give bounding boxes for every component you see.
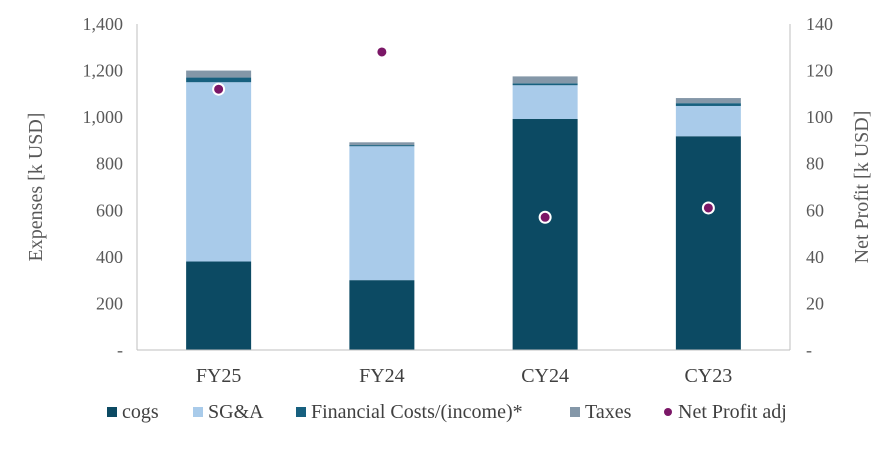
bars	[186, 70, 741, 351]
y2-tick-label: 100	[806, 107, 833, 127]
y2-tick-label: 40	[806, 247, 824, 267]
legend-label: Taxes	[585, 401, 632, 423]
legend-marker	[570, 407, 580, 417]
bar-segment	[349, 145, 415, 147]
y-tick-label: 1,000	[83, 107, 124, 127]
y-tick-label: 600	[96, 200, 123, 220]
legend-label: Net Profit adj	[678, 401, 787, 423]
category-labels: FY25 FY24 CY24 CY23	[196, 365, 732, 387]
legend-marker	[193, 407, 203, 417]
legend-marker	[296, 407, 306, 417]
legend-label: Financial Costs/(income)*	[311, 401, 523, 423]
bar-segment	[512, 85, 578, 120]
y2-tick-label: 120	[806, 61, 833, 81]
net-profit-point	[701, 201, 715, 215]
x-tick-label: FY25	[196, 365, 242, 387]
y-tick-label: 1,400	[83, 14, 124, 34]
y2-axis-title: Net Profit [k USD]	[851, 111, 873, 264]
bar-segment	[512, 83, 578, 86]
bar-segment	[186, 261, 252, 350]
y2-tick-label: -	[806, 340, 812, 360]
legend-marker	[664, 408, 672, 416]
y2-tick-label: 60	[806, 200, 824, 220]
bar-segment	[675, 103, 741, 106]
net-profit-point	[538, 210, 552, 224]
y-tick-label: 800	[96, 154, 123, 174]
legend-label: SG&A	[208, 401, 264, 423]
legend-marker	[107, 407, 117, 417]
x-tick-label: CY23	[684, 365, 732, 387]
net-profit-point	[375, 45, 389, 59]
bar-segment	[186, 82, 252, 262]
net-profit-point	[212, 82, 226, 96]
y-axis-ticks: - 200 400 600 800 1,000 1,200 1,400	[83, 14, 124, 360]
bar-segment	[512, 76, 578, 84]
bar-segment	[675, 136, 741, 350]
y-tick-label: -	[117, 340, 123, 360]
bar-segment	[349, 142, 415, 146]
y-tick-label: 1,200	[83, 61, 124, 81]
y-tick-label: 200	[96, 293, 123, 313]
y2-tick-label: 140	[806, 14, 833, 34]
bar-segment	[349, 280, 415, 350]
y2-axis-ticks: - 20 40 60 80 100 120 140	[806, 14, 833, 360]
y2-tick-label: 80	[806, 154, 824, 174]
bar-segment	[186, 70, 252, 78]
legend: cogs SG&A Financial Costs/(income)* Taxes Ne…	[107, 401, 787, 423]
x-tick-label: FY24	[359, 365, 405, 387]
y-tick-label: 400	[96, 247, 123, 267]
legend-label: cogs	[122, 401, 159, 423]
bar-segment	[675, 98, 741, 104]
y-axis-title: Expenses [k USD]	[25, 113, 47, 262]
bar-segment	[512, 119, 578, 351]
x-tick-label: CY24	[521, 365, 569, 387]
bar-segment	[675, 105, 741, 137]
bar-segment	[349, 146, 415, 281]
bar-segment	[186, 77, 252, 83]
net-profit-points	[212, 45, 715, 224]
y2-tick-label: 20	[806, 293, 824, 313]
